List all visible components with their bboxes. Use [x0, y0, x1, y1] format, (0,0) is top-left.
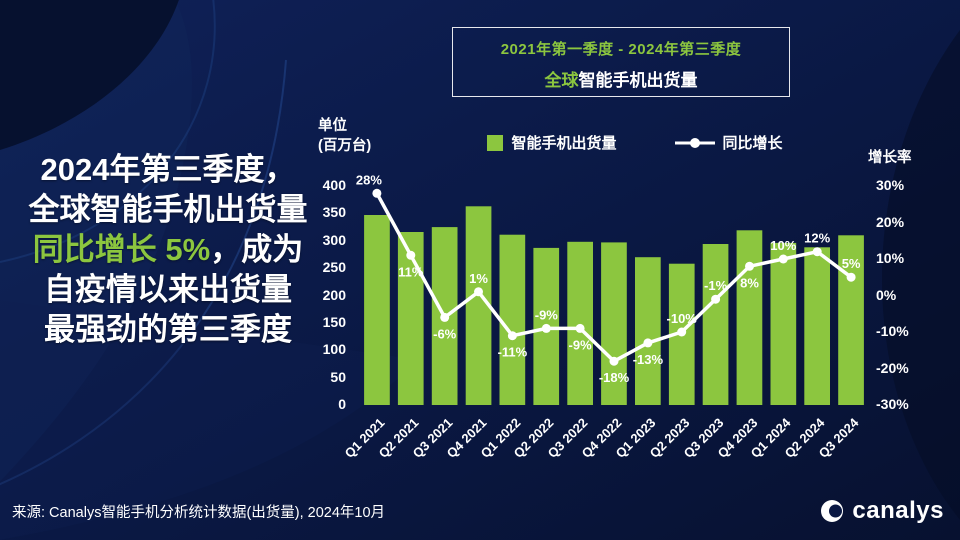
canalys-logo: canalys — [819, 497, 944, 525]
line-point — [846, 272, 856, 282]
y-axis-tick-left: 150 — [322, 313, 346, 330]
pct-label: -9% — [535, 307, 559, 322]
pct-label: 12% — [804, 231, 830, 246]
left-axis-title-line2: (百万台) — [318, 138, 372, 154]
line-point — [711, 294, 721, 304]
legend-item-growth: 同比增长 — [674, 132, 783, 153]
line-point — [541, 323, 551, 333]
bar — [804, 247, 830, 405]
line-point — [474, 287, 483, 297]
left-axis-title-line1: 单位 — [318, 118, 347, 134]
chart-legend: 智能手机出货量 同比增长 — [400, 132, 870, 153]
line-point — [778, 254, 788, 264]
bar — [397, 232, 424, 405]
bar — [499, 234, 526, 405]
pct-label: 5% — [842, 256, 861, 271]
headline-line4: 自疫情以来出货量 — [44, 272, 292, 307]
line-point — [507, 331, 517, 341]
headline-highlight: 同比增长 5% — [32, 232, 211, 267]
title-main-rest: 智能手机出货量 — [578, 71, 698, 90]
canalys-logo-text: canalys — [852, 497, 944, 524]
y-axis-tick-left: 350 — [322, 204, 346, 221]
pct-label: 1% — [469, 271, 488, 286]
y-axis-tick-left: 250 — [322, 259, 346, 276]
pct-label: -6% — [433, 326, 457, 341]
bar — [702, 244, 729, 405]
bar — [736, 230, 763, 405]
pct-label: -11% — [498, 345, 528, 360]
pct-label: -13% — [633, 352, 664, 367]
pct-label: -9% — [569, 337, 593, 352]
y-axis-tick-right: 0% — [876, 286, 897, 303]
line-point — [609, 356, 619, 366]
title-main-highlight: 全球 — [544, 71, 579, 90]
headline-line2: 全球智能手机出货量 — [28, 192, 308, 227]
title-main: 全球智能手机出货量 — [453, 66, 789, 91]
headline: 2024年第三季度， 全球智能手机出货量 同比增长 5%，成为 自疫情以来出货量… — [2, 150, 334, 350]
y-axis-tick-left: 100 — [322, 341, 346, 358]
legend-line-label: 同比增长 — [722, 135, 783, 152]
line-point — [643, 338, 653, 348]
bar — [601, 242, 627, 405]
headline-line3-rest: ，成为 — [210, 232, 304, 267]
right-axis-title: 增长率 — [868, 150, 912, 166]
y-axis-tick-left: 200 — [322, 286, 346, 303]
x-axis-labels: Q1 2021 Q2 2021 Q3 2021 Q4 2021 Q1 2022 Q2 20… — [342, 405, 868, 500]
y-axis-tick-left: 400 — [322, 177, 346, 193]
legend-bar-label: 智能手机出货量 — [511, 135, 617, 152]
y-axis-tick-right: 30% — [876, 177, 905, 193]
pct-label: 8% — [740, 275, 759, 290]
y-axis-tick-left: 0 — [338, 396, 346, 412]
pct-label: -18% — [599, 370, 630, 385]
pct-label: -10% — [667, 311, 698, 326]
y-axis-tick-right: 10% — [876, 250, 905, 266]
line-point — [372, 188, 382, 198]
line-point — [406, 250, 416, 260]
line-point — [812, 247, 822, 257]
headline-line1: 2024年第三季度， — [40, 152, 296, 187]
source-note: 来源: Canalys智能手机分析统计数据(出货量), 2024年10月 — [12, 505, 386, 521]
line-point — [677, 327, 687, 337]
line-point — [440, 312, 450, 322]
bar — [364, 215, 390, 405]
y-axis-tick-left: 50 — [330, 368, 346, 385]
left-axis-title: 单位 (百万台) — [318, 116, 371, 156]
pct-label: 28% — [356, 172, 382, 187]
headline-line5: 最强劲的第三季度 — [44, 312, 292, 347]
y-axis-right: 30% 20% 10% 0% -10% -20% -30% — [876, 177, 936, 412]
headline-line3: 同比增长 5%，成为 — [2, 230, 334, 270]
y-axis-tick-right: -30% — [876, 396, 909, 412]
y-axis-tick-right: 20% — [876, 213, 905, 230]
title-date-range: 2021年第一季度 - 2024年第三季度 — [500, 41, 742, 58]
chart-plot: 28% 11% -6% 1% -11% -9% -9% -18%-13% -10% -1% 8% 10… — [356, 172, 864, 405]
legend-item-shipments: 智能手机出货量 — [487, 132, 617, 153]
canalys-logo-icon — [821, 500, 844, 522]
pct-label: -1% — [704, 278, 728, 293]
line-point — [745, 261, 754, 271]
title-box: 2021年第一季度 - 2024年第三季度 全球智能手机出货量 — [452, 27, 790, 97]
legend-bar-swatch-icon — [487, 134, 504, 151]
pct-label: 10% — [770, 238, 796, 253]
bar — [567, 241, 593, 405]
y-axis-tick-right: -20% — [876, 359, 909, 376]
bar — [635, 257, 661, 405]
legend-line-icon — [674, 137, 715, 148]
y-axis-tick-right: -10% — [876, 323, 909, 339]
y-axis-tick-left: 300 — [322, 231, 346, 248]
line-point — [575, 323, 585, 333]
bar — [770, 242, 797, 405]
pct-label: 11% — [398, 264, 424, 279]
bar — [838, 235, 864, 405]
y-axis-left: 400 350 300 250 200 150 100 50 0 — [296, 177, 352, 412]
